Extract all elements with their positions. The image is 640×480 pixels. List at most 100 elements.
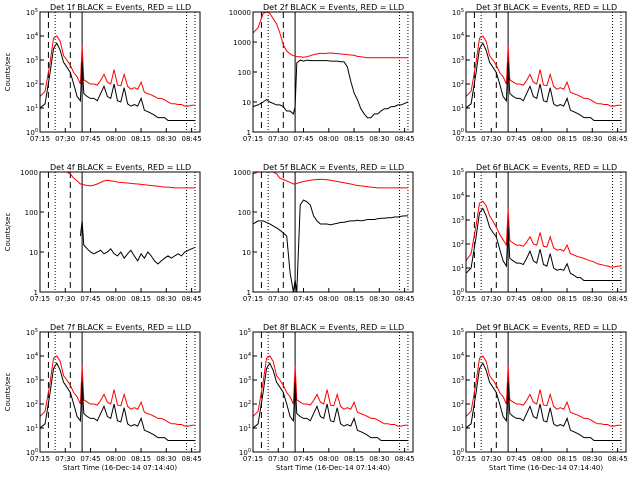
x-tick-label: 07:30 bbox=[55, 135, 75, 143]
y-tick-label: 100 bbox=[452, 448, 464, 457]
series-line bbox=[39, 42, 195, 121]
x-tick-label: 07:30 bbox=[268, 295, 288, 303]
x-tick-label: 08:15 bbox=[557, 135, 577, 143]
x-tick-label: 07:30 bbox=[268, 135, 288, 143]
x-axis-label: Start Time (16-Dec-14 07:14:40) bbox=[63, 464, 177, 472]
x-tick-label: 08:15 bbox=[131, 135, 151, 143]
y-tick-label: 103 bbox=[239, 376, 251, 385]
y-tick-label: 101 bbox=[26, 104, 38, 113]
x-tick-label: 08:30 bbox=[582, 135, 602, 143]
series-line bbox=[465, 355, 621, 427]
plot-frame bbox=[465, 331, 627, 453]
panel-title: Det 6f BLACK = Events, RED = LLD bbox=[476, 163, 617, 172]
plot-frame bbox=[39, 331, 201, 453]
x-tick-label: 07:15 bbox=[243, 295, 263, 303]
x-tick-label: 08:15 bbox=[131, 295, 151, 303]
y-tick-label: 105 bbox=[26, 8, 38, 17]
plot-frame bbox=[465, 11, 627, 133]
x-tick-label: 08:00 bbox=[319, 455, 339, 463]
y-tick-label: 1000 bbox=[20, 169, 38, 177]
series-line bbox=[252, 171, 408, 189]
panel-8: Det 8f BLACK = Events, RED = LLD 100 101 10… bbox=[239, 323, 415, 472]
y-tick-label: 102 bbox=[452, 80, 464, 89]
x-tick-label: 08:45 bbox=[394, 455, 414, 463]
series-line bbox=[79, 220, 196, 265]
x-tick-label: 07:45 bbox=[80, 135, 100, 143]
x-tick-label: 08:15 bbox=[344, 135, 364, 143]
x-tick-label: 08:15 bbox=[344, 455, 364, 463]
y-tick-label: 104 bbox=[26, 32, 38, 41]
series-line bbox=[40, 171, 195, 189]
x-tick-label: 08:45 bbox=[181, 295, 201, 303]
y-tick-label: 104 bbox=[239, 352, 251, 361]
x-tick-label: 08:45 bbox=[607, 295, 627, 303]
y-tick-label: 105 bbox=[452, 8, 464, 17]
y-tick-label: 102 bbox=[452, 400, 464, 409]
y-tick-label: 10000 bbox=[229, 9, 251, 17]
x-tick-label: 08:45 bbox=[394, 295, 414, 303]
y-tick-label: 1000 bbox=[233, 39, 251, 47]
y-tick-label: 105 bbox=[239, 328, 251, 337]
y-tick-label: 104 bbox=[26, 352, 38, 361]
panel-3: Det 3f BLACK = Events, RED = LLD 100 101 10… bbox=[452, 3, 628, 143]
x-axis-label: Start Time (16-Dec-14 07:14:40) bbox=[489, 464, 603, 472]
x-tick-label: 08:00 bbox=[106, 295, 126, 303]
x-tick-label: 08:00 bbox=[319, 135, 339, 143]
y-tick-label: 103 bbox=[26, 56, 38, 65]
x-tick-label: 07:30 bbox=[481, 295, 501, 303]
x-tick-label: 07:45 bbox=[80, 295, 100, 303]
plot-frame bbox=[252, 11, 414, 133]
y-tick-label: 102 bbox=[452, 240, 464, 249]
y-tick-label: 105 bbox=[452, 168, 464, 177]
x-tick-label: 07:15 bbox=[456, 135, 476, 143]
y-tick-label: 100 bbox=[26, 128, 38, 137]
x-tick-label: 08:30 bbox=[156, 295, 176, 303]
x-tick-label: 08:30 bbox=[369, 455, 389, 463]
y-tick-label: 101 bbox=[239, 424, 251, 433]
series-line bbox=[252, 11, 408, 59]
x-tick-label: 08:00 bbox=[106, 455, 126, 463]
x-tick-label: 07:30 bbox=[55, 295, 75, 303]
y-tick-label: 101 bbox=[452, 424, 464, 433]
y-tick-label: 1 bbox=[247, 129, 251, 137]
x-tick-label: 08:45 bbox=[607, 135, 627, 143]
y-tick-label: 104 bbox=[452, 192, 464, 201]
y-tick-label: 100 bbox=[239, 448, 251, 457]
y-tick-label: 105 bbox=[452, 328, 464, 337]
y-tick-label: 103 bbox=[452, 56, 464, 65]
x-tick-label: 08:45 bbox=[181, 135, 201, 143]
y-tick-label: 101 bbox=[26, 424, 38, 433]
panel-1: Det 1f BLACK = Events, RED = LLD 100 101 10… bbox=[4, 3, 202, 143]
y-tick-label: 100 bbox=[26, 448, 38, 457]
series-line bbox=[252, 199, 408, 293]
plot-frame bbox=[252, 331, 414, 453]
x-tick-label: 08:30 bbox=[369, 135, 389, 143]
series-line bbox=[465, 207, 621, 281]
x-tick-label: 08:45 bbox=[607, 455, 627, 463]
series-line bbox=[39, 35, 195, 107]
y-tick-label: 100 bbox=[238, 209, 251, 217]
x-tick-label: 08:45 bbox=[394, 135, 414, 143]
x-tick-label: 07:15 bbox=[243, 455, 263, 463]
panel-6: Det 6f BLACK = Events, RED = LLD 100 101 10… bbox=[452, 163, 628, 303]
panel-title: Det 8f BLACK = Events, RED = LLD bbox=[263, 323, 404, 332]
x-tick-label: 07:15 bbox=[456, 455, 476, 463]
plot-frame bbox=[39, 11, 201, 133]
panel-9: Det 9f BLACK = Events, RED = LLD 100 101 10… bbox=[452, 323, 628, 472]
x-tick-label: 07:30 bbox=[268, 455, 288, 463]
x-tick-label: 08:00 bbox=[532, 455, 552, 463]
y-tick-label: 103 bbox=[452, 216, 464, 225]
x-tick-label: 08:15 bbox=[344, 295, 364, 303]
x-tick-label: 08:00 bbox=[532, 295, 552, 303]
y-tick-label: 1 bbox=[247, 289, 251, 297]
panel-title: Det 3f BLACK = Events, RED = LLD bbox=[476, 3, 617, 12]
series-line bbox=[465, 362, 621, 441]
x-tick-label: 08:15 bbox=[557, 455, 577, 463]
y-axis-label: Counts/sec bbox=[4, 213, 12, 252]
y-tick-label: 103 bbox=[26, 376, 38, 385]
x-tick-label: 08:15 bbox=[131, 455, 151, 463]
y-tick-label: 104 bbox=[452, 352, 464, 361]
x-tick-label: 07:45 bbox=[293, 135, 313, 143]
x-tick-label: 07:15 bbox=[30, 455, 50, 463]
